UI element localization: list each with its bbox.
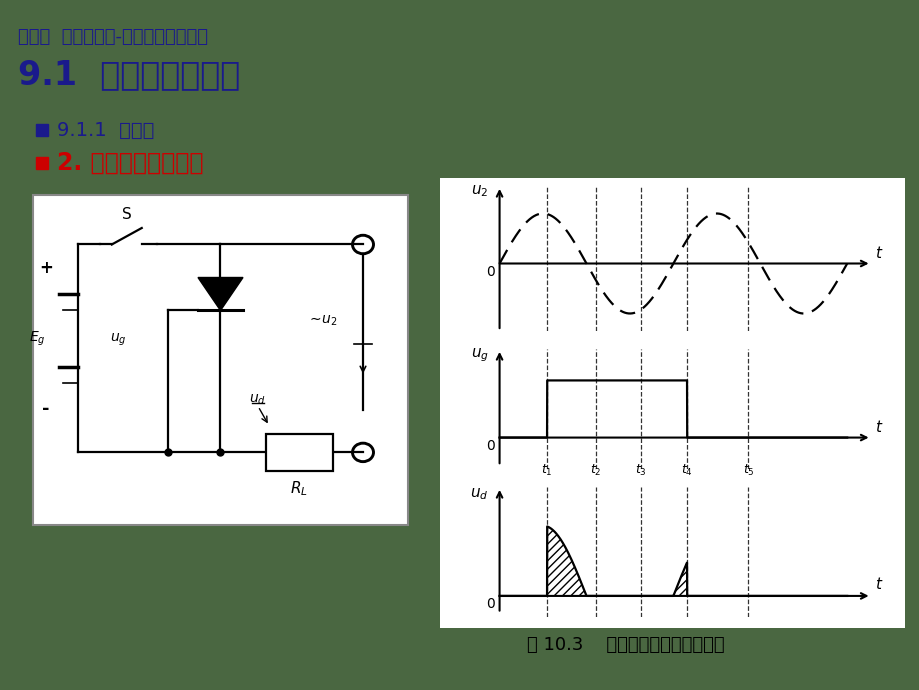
Text: $u_d$: $u_d$ xyxy=(470,486,488,502)
Text: $\sim\! u_2$: $\sim\! u_2$ xyxy=(306,313,337,328)
Text: $t_3$: $t_3$ xyxy=(635,463,647,478)
Text: $t$: $t$ xyxy=(874,245,882,261)
Text: $E_g$: $E_g$ xyxy=(29,329,46,348)
Bar xyxy=(266,434,333,471)
Text: $R_L$: $R_L$ xyxy=(290,480,308,498)
Text: $t_4$: $t_4$ xyxy=(680,463,692,478)
Text: $u_2$: $u_2$ xyxy=(471,183,488,199)
Text: $t_5$: $t_5$ xyxy=(742,463,754,478)
Text: $t$: $t$ xyxy=(874,576,882,593)
Text: 图 10.3    晶闸管工作情况的实验图: 图 10.3 晶闸管工作情况的实验图 xyxy=(527,636,723,654)
Text: $t$: $t$ xyxy=(874,419,882,435)
Text: $u_g$: $u_g$ xyxy=(471,346,488,364)
Text: $u_d$: $u_d$ xyxy=(249,393,267,407)
Text: -: - xyxy=(42,400,50,419)
Text: 9.1.1  晶闸管: 9.1.1 晶闸管 xyxy=(57,121,154,139)
Bar xyxy=(439,178,904,628)
Text: 0: 0 xyxy=(486,264,494,279)
Bar xyxy=(33,195,407,525)
Text: 0: 0 xyxy=(486,598,494,611)
Text: $t_2$: $t_2$ xyxy=(589,463,601,478)
Text: S: S xyxy=(121,207,131,222)
Text: 第九章  电力电子学-晶闸管及基本电路: 第九章 电力电子学-晶闸管及基本电路 xyxy=(18,28,208,46)
Text: $u_g$: $u_g$ xyxy=(109,332,126,348)
Text: 9.1  电力半导体器件: 9.1 电力半导体器件 xyxy=(18,58,240,91)
Text: 2. 晶闸管的工作原理: 2. 晶闸管的工作原理 xyxy=(57,151,203,175)
Text: $t_1$: $t_1$ xyxy=(540,463,552,478)
Text: 0: 0 xyxy=(486,439,494,453)
Text: +: + xyxy=(40,259,53,277)
Polygon shape xyxy=(198,277,243,310)
